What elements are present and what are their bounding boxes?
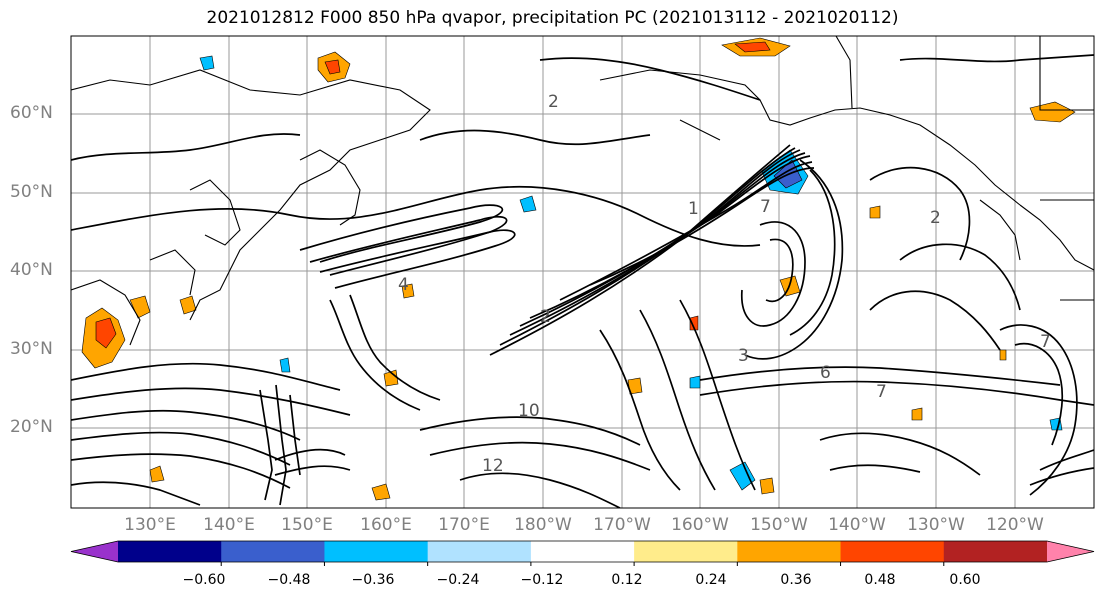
lon-label: 140°E <box>203 515 255 535</box>
contour-label: 12 <box>482 456 504 476</box>
lon-label: 150°W <box>750 515 808 535</box>
lon-label: 130°E <box>124 515 176 535</box>
coastline <box>71 36 1094 346</box>
colorbar <box>70 540 1095 566</box>
colorbar-tick-label: −0.12 <box>520 572 564 588</box>
contour-label: 3 <box>738 346 749 366</box>
lat-label: 20°N <box>10 417 53 437</box>
lat-label: 50°N <box>10 182 53 202</box>
lon-label: 170°W <box>593 515 651 535</box>
lon-label: 150°E <box>281 515 333 535</box>
colorbar-segment <box>634 541 738 562</box>
map-title: 2021012812 F000 850 hPa qvapor, precipit… <box>206 8 899 28</box>
contour-label: 10 <box>518 401 540 421</box>
contour-label: 2 <box>548 92 559 112</box>
lon-label: 140°W <box>828 515 886 535</box>
contour-label: 4 <box>398 275 409 295</box>
contour-label: 1 <box>688 199 699 219</box>
colorbar-segment <box>943 541 1048 562</box>
colorbar-segment <box>530 541 635 562</box>
graticule <box>71 36 1094 508</box>
contour-labels: 2 2 1 7 4 2 10 12 7 7 3 6 <box>398 92 1051 476</box>
lon-label: 120°W <box>986 515 1044 535</box>
lon-label: 160°W <box>671 515 729 535</box>
colorbar-segment <box>427 541 532 562</box>
contour-label: 7 <box>876 382 887 402</box>
colorbar-segment <box>118 541 222 562</box>
lon-label: 170°E <box>438 515 490 535</box>
contour-label: 2 <box>930 208 941 228</box>
contour-label: 2 <box>540 307 551 327</box>
colorbar-extend-low <box>71 541 118 562</box>
colorbar-segment <box>737 541 842 562</box>
lat-label: 30°N <box>10 339 53 359</box>
colorbar-segment <box>221 541 325 562</box>
qvapor-contours <box>71 54 1094 508</box>
colorbar-segment <box>840 541 945 562</box>
colorbar-tick-label: −0.36 <box>351 572 395 588</box>
lon-label: 160°E <box>360 515 412 535</box>
colorbar-tick-label: −0.24 <box>436 572 480 588</box>
lon-label: 130°W <box>907 515 965 535</box>
lat-label: 40°N <box>10 260 53 280</box>
colorbar-tick-label: 0.24 <box>695 572 727 588</box>
colorbar-tick-label: −0.48 <box>267 572 311 588</box>
map-frame <box>71 36 1094 508</box>
colorbar-tick-label: 0.48 <box>864 572 896 588</box>
contour-label: 6 <box>820 363 831 383</box>
colorbar-segment <box>324 541 429 562</box>
colorbar-tick-label: 0.36 <box>780 572 812 588</box>
colorbar-tick-label: −0.60 <box>182 572 226 588</box>
colorbar-tick-label: 0.12 <box>611 572 643 588</box>
colorbar-extend-high <box>1047 541 1094 562</box>
colorbar-outline <box>70 540 1095 563</box>
map-border <box>70 35 1095 509</box>
contour-label: 7 <box>760 197 771 217</box>
lon-label: 180°W <box>514 515 572 535</box>
colorbar-tick-label: 0.60 <box>949 572 981 588</box>
lat-label: 60°N <box>10 103 53 123</box>
contour-label: 7 <box>1040 332 1051 352</box>
